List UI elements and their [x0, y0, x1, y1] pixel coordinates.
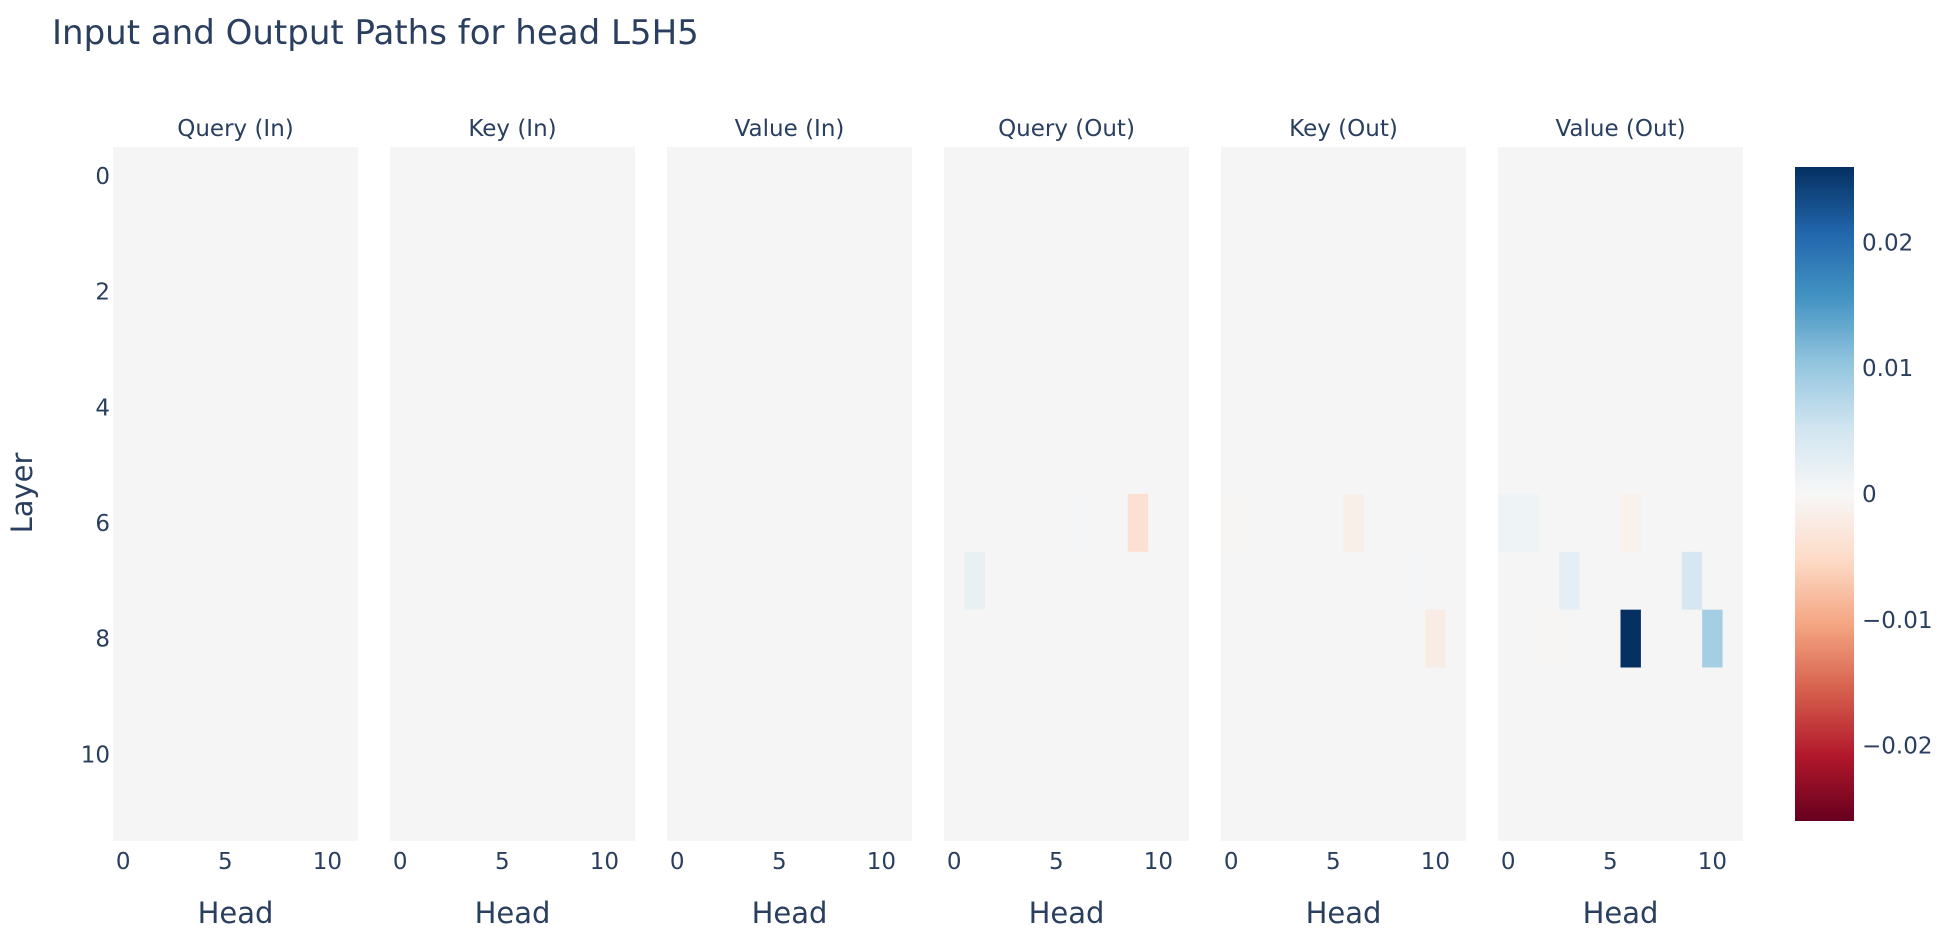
- x-axis-label: Head: [752, 896, 828, 930]
- x-tick-label: 5: [1049, 849, 1064, 875]
- x-tick-label: 0: [670, 849, 685, 875]
- y-tick-label: 4: [95, 395, 110, 421]
- x-tick-label: 10: [867, 849, 896, 875]
- heatmap-cell: [1681, 551, 1703, 610]
- x-axis-label: Head: [1029, 896, 1105, 930]
- heatmap-cell: [1404, 551, 1426, 610]
- heatmap-panel: Key (Out) 0 5 10 Head: [1221, 116, 1466, 930]
- y-tick-label: 10: [81, 742, 110, 768]
- x-tick-label: 10: [1421, 849, 1450, 875]
- y-axis-ticks: 0 2 4 6 8 10: [81, 164, 110, 768]
- chart-title: Input and Output Paths for head L5H5: [52, 13, 699, 53]
- x-tick-label: 0: [1224, 849, 1239, 875]
- x-tick-label: 5: [772, 849, 787, 875]
- y-tick-label: 8: [95, 627, 110, 653]
- heatmap-cell: [1620, 494, 1641, 552]
- panel-background: [113, 147, 358, 841]
- panel-background: [667, 147, 912, 841]
- x-axis-label: Head: [1306, 896, 1382, 930]
- heatmap-cell: [1702, 609, 1723, 668]
- x-tick-label: 10: [1698, 849, 1727, 875]
- x-tick-label: 10: [1144, 849, 1173, 875]
- y-tick-label: 6: [95, 511, 110, 537]
- x-tick-label: 5: [1326, 849, 1341, 875]
- panel-title: Key (Out): [1289, 116, 1398, 142]
- x-tick-label: 5: [495, 849, 510, 875]
- heatmap-panel: Key (In) 0 5 10 Head: [390, 116, 635, 930]
- heatmap-cell: [1127, 494, 1149, 552]
- heatmap-cell: [964, 551, 985, 610]
- heatmap-cell: [1559, 551, 1580, 610]
- heatmap-panel: Query (In) 0 5 10 Head: [113, 116, 358, 930]
- colorbar-tick-label: 0.02: [1862, 230, 1913, 256]
- heatmap-panel: Query (Out) 0 5 10 Head: [944, 116, 1189, 930]
- panel-title: Value (Out): [1555, 116, 1685, 142]
- panel-title: Key (In): [468, 116, 556, 142]
- colorbar-tick-label: 0: [1862, 482, 1877, 508]
- heatmap-cell: [1538, 609, 1560, 668]
- heatmap-cell: [1066, 494, 1087, 552]
- heatmap-cell: [1498, 494, 1519, 552]
- heatmap-cell: [1425, 609, 1446, 668]
- heatmap-panel: Value (In) 0 5 10 Head: [667, 116, 912, 930]
- y-axis-label: Layer: [5, 452, 39, 533]
- heatmap-cell: [1221, 494, 1242, 552]
- colorbar: 0.02 0.01 0 −0.01 −0.02: [1795, 167, 1932, 821]
- x-tick-label: 0: [1501, 849, 1516, 875]
- x-axis-label: Head: [475, 896, 551, 930]
- x-tick-label: 0: [947, 849, 962, 875]
- heatmap-cell: [1343, 494, 1364, 552]
- x-tick-label: 10: [313, 849, 342, 875]
- panel-title: Query (Out): [998, 116, 1135, 142]
- heatmap-cell: [1518, 494, 1539, 552]
- x-axis-label: Head: [1583, 896, 1659, 930]
- x-tick-label: 0: [116, 849, 131, 875]
- x-tick-label: 5: [1603, 849, 1618, 875]
- panel-title: Value (In): [735, 116, 845, 142]
- panel-background: [390, 147, 635, 841]
- x-tick-label: 0: [393, 849, 408, 875]
- panel-title: Query (In): [177, 116, 294, 142]
- colorbar-ticks: 0.02 0.01 0 −0.01 −0.02: [1862, 230, 1932, 759]
- x-tick-label: 5: [218, 849, 233, 875]
- y-tick-label: 0: [95, 164, 110, 190]
- x-tick-label: 10: [590, 849, 619, 875]
- colorbar-tick-label: −0.02: [1862, 734, 1932, 760]
- heatmap-cell: [1620, 609, 1641, 668]
- colorbar-tick-label: 0.01: [1862, 356, 1913, 382]
- x-axis-label: Head: [198, 896, 274, 930]
- y-tick-label: 2: [95, 280, 110, 306]
- colorbar-tick-label: −0.01: [1862, 608, 1932, 634]
- colorbar-bar: [1795, 167, 1854, 821]
- heatmap-panel: Value (Out) 0 5 10 Head: [1498, 116, 1743, 930]
